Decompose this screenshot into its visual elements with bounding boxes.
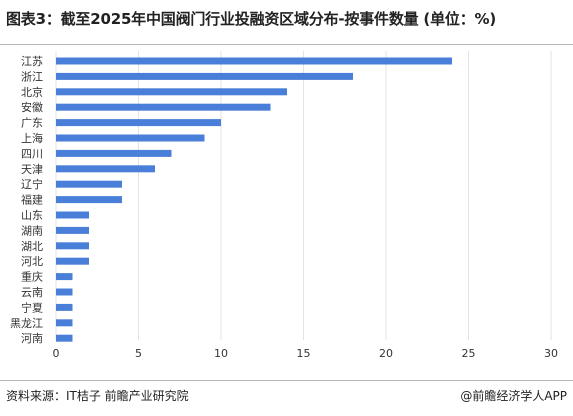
category-label: 河南 [21, 332, 43, 345]
category-label: 湖北 [21, 240, 43, 253]
bar [56, 303, 73, 311]
bar [56, 134, 205, 142]
bar [56, 196, 122, 204]
bar [56, 119, 221, 127]
x-tick-label: 10 [214, 347, 228, 360]
category-label: 上海 [21, 131, 43, 145]
source-note: 资料来源：IT桔子 前瞻产业研究院 [6, 389, 189, 403]
x-tick-label: 5 [135, 347, 142, 360]
bar [56, 165, 155, 173]
bar [56, 257, 89, 265]
category-label: 江苏 [21, 55, 43, 68]
category-label: 云南 [21, 286, 43, 299]
category-label: 山东 [21, 209, 43, 222]
x-tick-label: 30 [544, 347, 558, 360]
bar [56, 334, 73, 342]
category-label: 湖南 [21, 224, 43, 237]
bar [56, 149, 172, 157]
bar [56, 72, 353, 80]
category-label: 四川 [21, 147, 43, 160]
bar [56, 288, 73, 296]
bar [56, 211, 89, 219]
bar [56, 273, 73, 281]
bar [56, 103, 271, 111]
category-label: 安徽 [21, 100, 43, 114]
gridlines [55, 51, 552, 340]
category-label: 福建 [21, 193, 43, 207]
bar [56, 180, 122, 188]
footer-divider [0, 380, 573, 381]
title-divider [0, 44, 573, 45]
bar [56, 57, 452, 65]
category-label: 河北 [21, 255, 43, 268]
bar [56, 242, 89, 250]
bar [56, 88, 287, 96]
category-label: 浙江 [21, 70, 43, 83]
bar-chart: 江苏浙江北京安徽广东上海四川天津辽宁福建山东湖南湖北河北重庆云南宁夏黑龙江河南 … [10, 51, 559, 360]
x-tick-labels: 0 5 10 15 20 25 30 [53, 347, 559, 360]
category-label: 宁夏 [21, 300, 43, 314]
category-label: 北京 [21, 85, 43, 99]
x-tick-label: 0 [53, 347, 60, 360]
brand-credit: @前瞻经济学人APP [460, 389, 567, 403]
x-tick-label: 15 [297, 347, 311, 360]
category-label: 广东 [21, 117, 43, 130]
category-label: 重庆 [21, 270, 43, 284]
chart-title: 图表3：截至2025年中国阀门行业投融资区域分布-按事件数量 (单位：%) [6, 10, 496, 28]
x-tick-label: 20 [379, 347, 393, 360]
bar [56, 319, 73, 327]
bar [56, 226, 89, 234]
x-tick-label: 25 [462, 347, 476, 360]
bars [56, 57, 452, 342]
category-label: 辽宁 [21, 177, 43, 191]
category-label: 天津 [21, 163, 43, 176]
category-label: 黑龙江 [10, 317, 43, 330]
